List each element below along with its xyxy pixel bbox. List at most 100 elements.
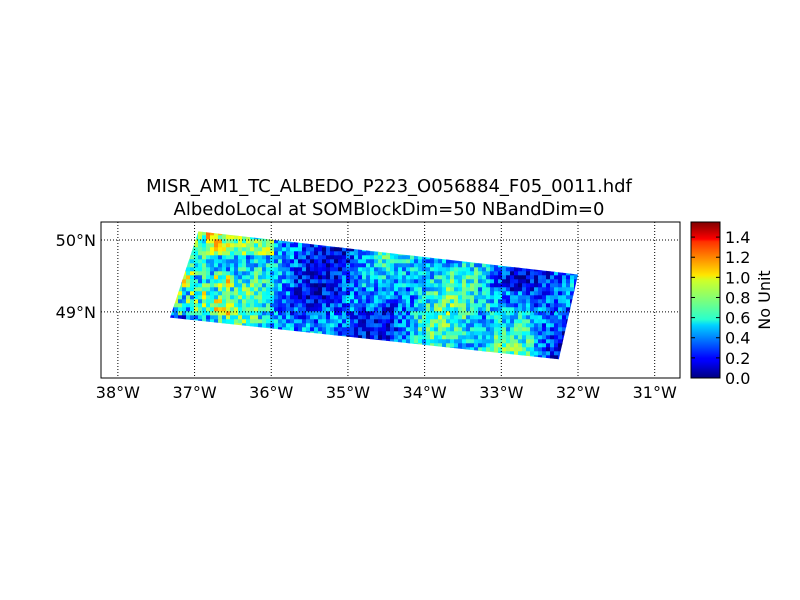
swath-cell	[290, 303, 295, 308]
swath-cell	[202, 287, 207, 292]
swath-cell	[350, 267, 355, 272]
swath-cell	[562, 319, 567, 324]
swath-cell	[522, 315, 527, 320]
swath-cell	[338, 299, 343, 304]
swath-cell	[354, 319, 359, 324]
swath-cell	[426, 295, 431, 300]
swath-cell	[534, 339, 539, 344]
swath-cell	[390, 335, 395, 340]
swath-cell	[546, 291, 551, 296]
swath-cell	[178, 307, 183, 312]
swath-cell	[486, 343, 491, 348]
swath-cell	[402, 259, 407, 264]
swath-cell	[346, 303, 351, 308]
swath-cell	[294, 291, 299, 296]
swath-cell	[414, 263, 419, 268]
swath-cell	[170, 315, 175, 320]
swath-cell	[550, 351, 555, 356]
swath-cell	[462, 279, 467, 284]
swath-cell	[402, 271, 407, 276]
swath-cell	[430, 343, 435, 348]
swath-cell	[286, 243, 291, 248]
swath-cell	[550, 343, 555, 348]
swath-cell	[554, 307, 559, 312]
swath-cell	[550, 335, 555, 340]
swath-cell	[386, 299, 391, 304]
swath-cell	[394, 283, 399, 288]
swath-cell	[262, 263, 267, 268]
swath-cell	[426, 323, 431, 328]
colorbar-tick-label: 0.8	[725, 288, 750, 307]
swath-cell	[538, 343, 543, 348]
swath-cell	[342, 267, 347, 272]
swath-cell	[570, 291, 575, 296]
swath-cell	[550, 315, 555, 320]
swath-cell	[478, 275, 483, 280]
swath-cell	[290, 279, 295, 284]
swath-cell	[250, 271, 255, 276]
swath-cell	[558, 323, 563, 328]
swath-cell	[190, 267, 195, 272]
swath-cell	[254, 303, 259, 308]
swath-cell	[542, 299, 547, 304]
swath-cell	[554, 327, 559, 332]
swath-cell	[438, 315, 443, 320]
swath-cell	[358, 299, 363, 304]
swath-cell	[246, 295, 251, 300]
swath-cell	[474, 339, 479, 344]
swath-cell	[514, 283, 519, 288]
swath-cell	[434, 295, 439, 300]
swath-cell	[506, 323, 511, 328]
swath-cell	[198, 307, 203, 312]
swath-cell	[190, 303, 195, 308]
swath-cell	[238, 267, 243, 272]
swath-cell	[466, 291, 471, 296]
swath-cell	[386, 259, 391, 264]
swath-cell	[426, 307, 431, 312]
swath-cell	[522, 347, 527, 352]
swath-cell	[230, 279, 235, 284]
swath-cell	[242, 235, 247, 240]
swath-cell	[250, 303, 255, 308]
swath-cell	[250, 275, 255, 280]
swath-cell	[434, 299, 439, 304]
swath-cell	[330, 319, 335, 324]
swath-cell	[286, 251, 291, 256]
swath-cell	[174, 311, 179, 316]
swath-cell	[354, 263, 359, 268]
swath-cell	[310, 267, 315, 272]
swath-cell	[518, 283, 523, 288]
swath-cell	[218, 307, 223, 312]
swath-cell	[462, 299, 467, 304]
swath-cell	[202, 251, 207, 256]
swath-cell	[246, 311, 251, 316]
swath-cell	[382, 303, 387, 308]
swath-cell	[418, 259, 423, 264]
swath-cell	[314, 243, 319, 248]
swath-cell	[278, 283, 283, 288]
swath-cell	[254, 307, 259, 312]
swath-cell	[514, 335, 519, 340]
swath-cell	[530, 319, 535, 324]
swath-cell	[270, 259, 275, 264]
swath-cell	[522, 303, 527, 308]
swath-cell	[462, 303, 467, 308]
swath-cell	[426, 255, 431, 260]
swath-cell	[210, 239, 215, 244]
swath-cell	[322, 255, 327, 260]
swath-cell	[342, 331, 347, 336]
swath-cell	[182, 315, 187, 320]
swath-cell	[342, 259, 347, 264]
swath-cell	[442, 267, 447, 272]
swath-cell	[206, 307, 211, 312]
swath-cell	[434, 291, 439, 296]
swath-cell	[434, 303, 439, 308]
swath-cell	[434, 279, 439, 284]
swath-cell	[338, 271, 343, 276]
swath-cell	[310, 259, 315, 264]
swath-cell	[310, 303, 315, 308]
swath-cell	[266, 299, 271, 304]
swath-cell	[290, 243, 295, 248]
swath-cell	[514, 331, 519, 336]
swath-cell	[402, 327, 407, 332]
